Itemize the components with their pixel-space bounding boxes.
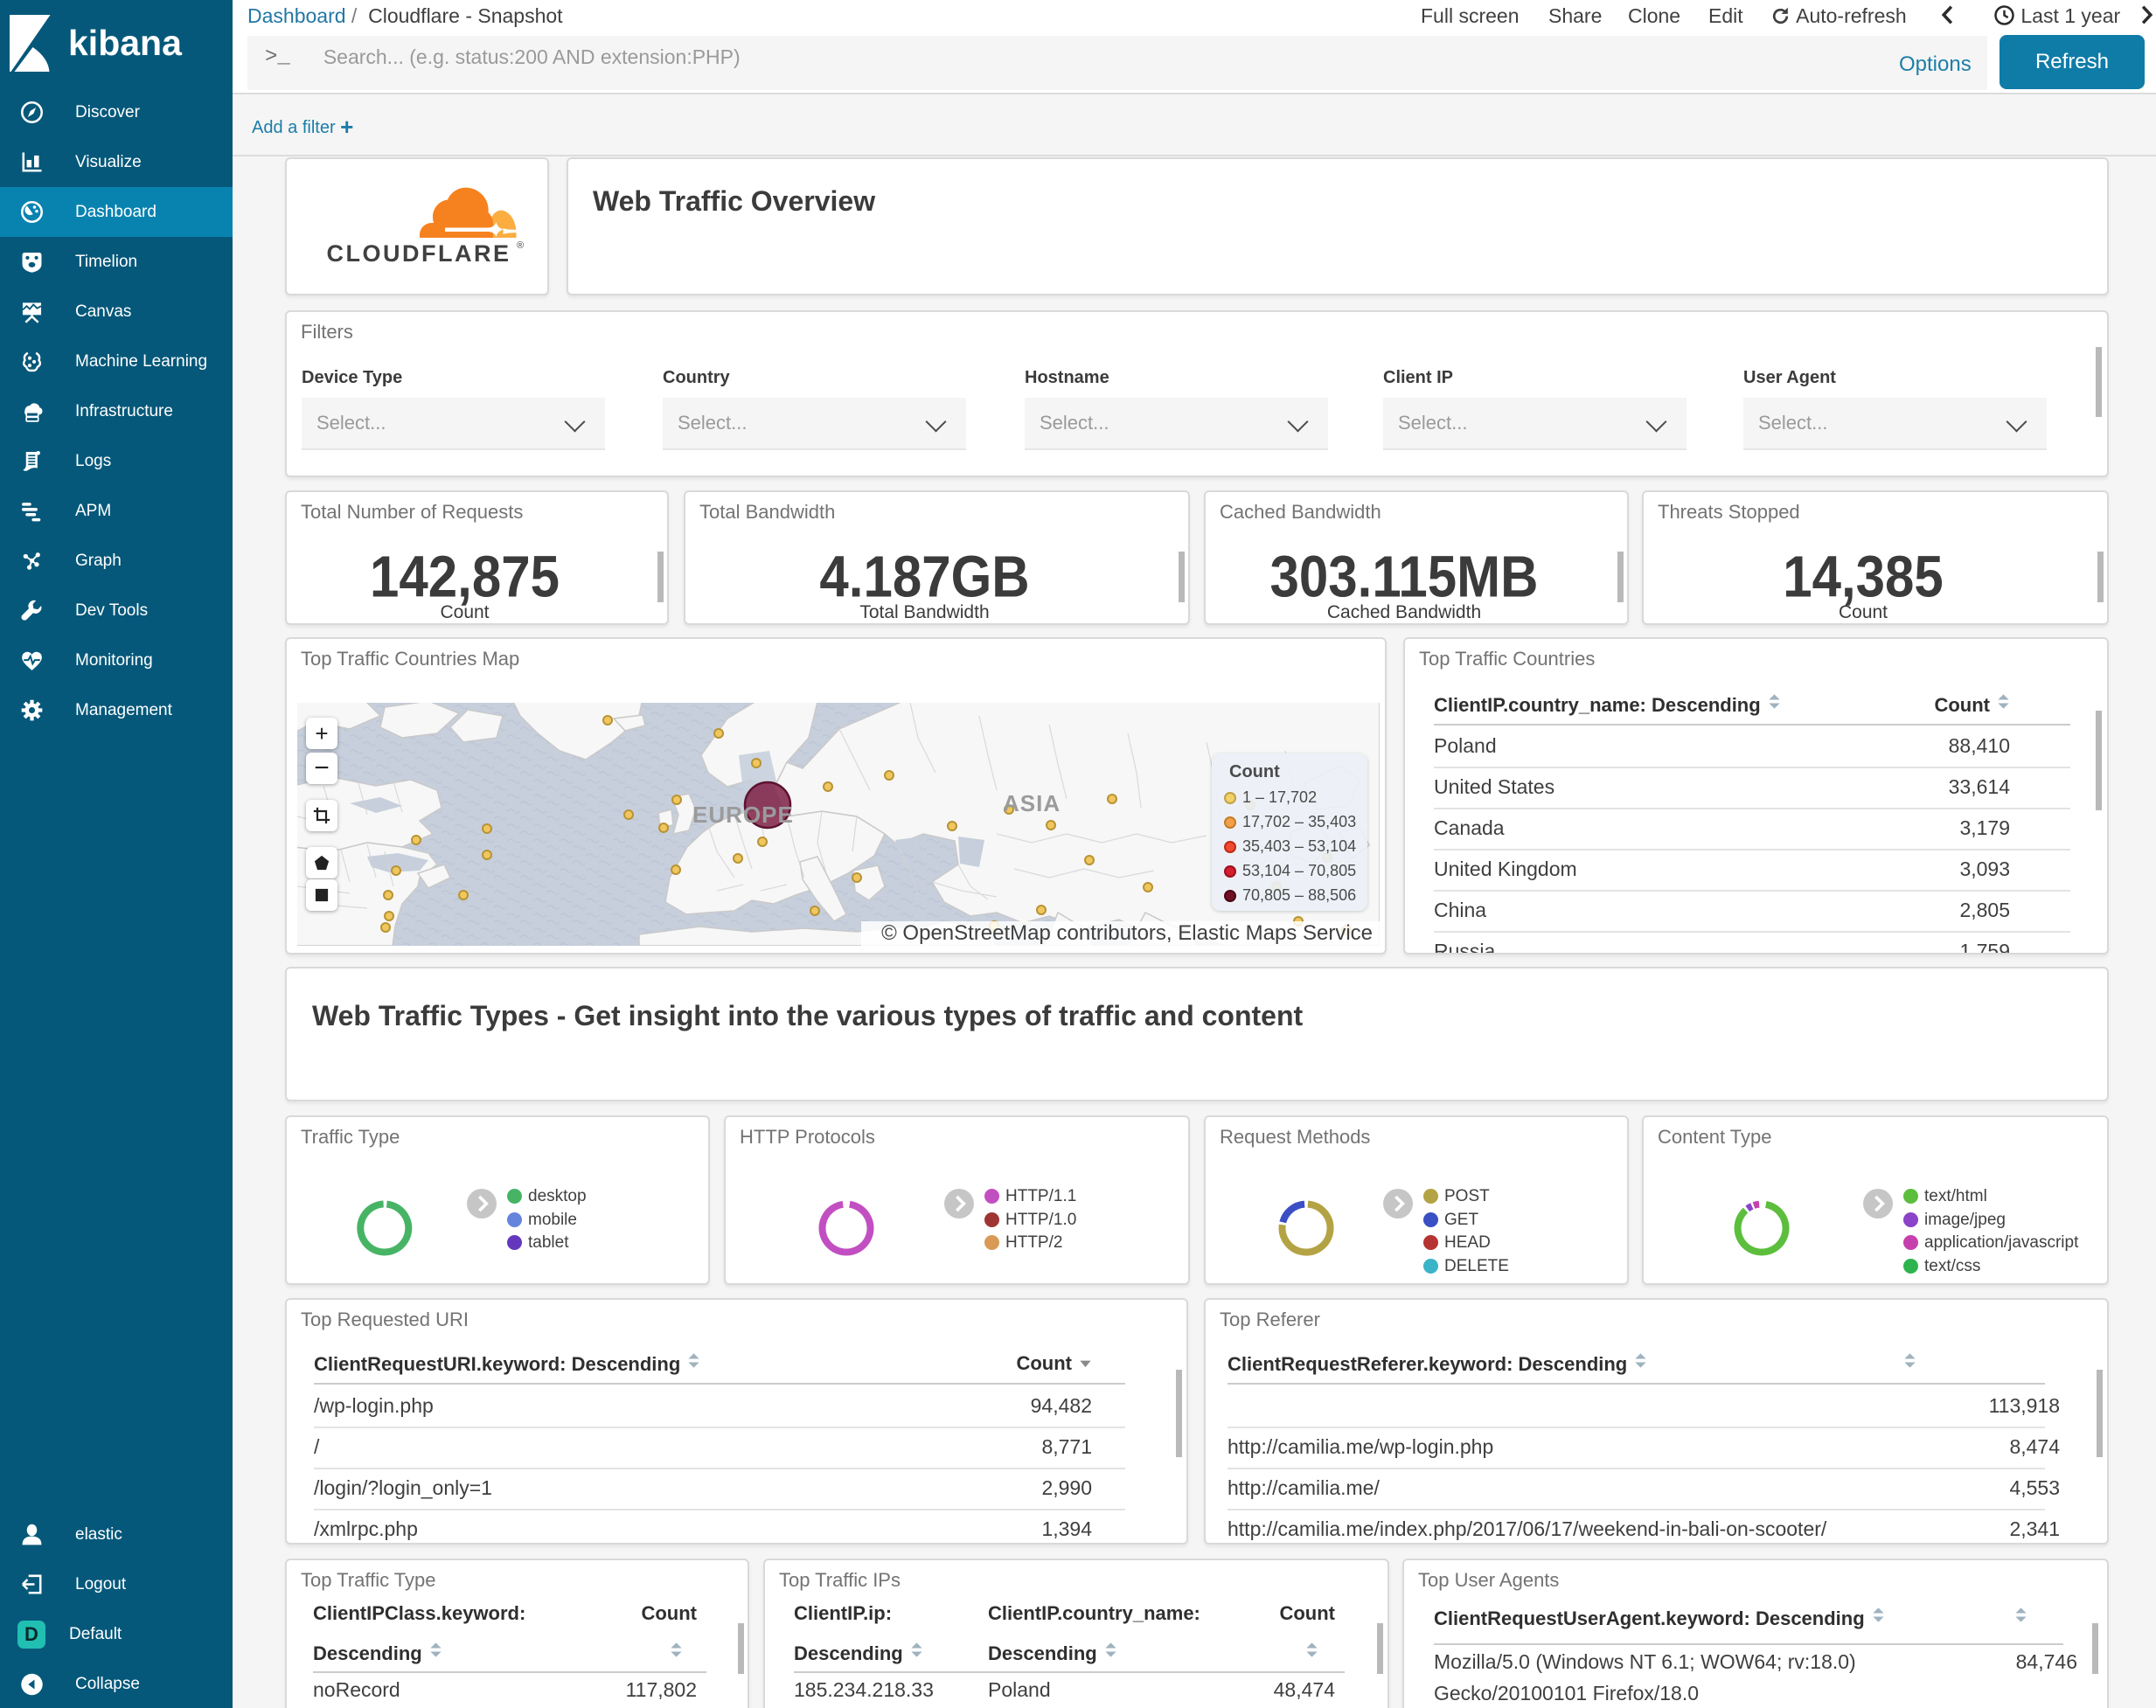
svg-text:© OpenStreetMap contributors,: © OpenStreetMap contributors, Elastic Ma… [881, 921, 1373, 945]
svg-text:EUROPE: EUROPE [692, 802, 794, 828]
svg-text:ASIA: ASIA [1003, 790, 1061, 816]
svg-text:CLOUDFLARE: CLOUDFLARE [327, 240, 511, 267]
svg-text:®: ® [517, 240, 524, 251]
